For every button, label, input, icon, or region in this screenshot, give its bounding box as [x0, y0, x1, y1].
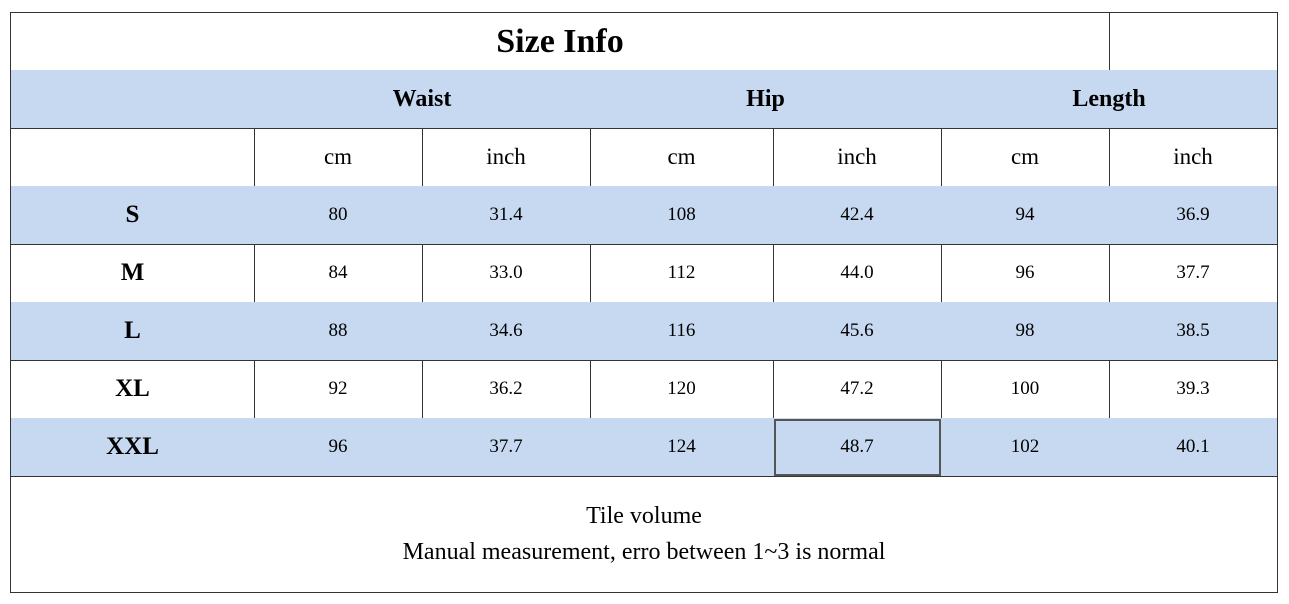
value-cell: 84 [254, 244, 423, 303]
value-cell: 38.5 [1109, 302, 1278, 361]
value-cell: 116 [590, 302, 774, 361]
table-title: Size Info [10, 12, 1110, 71]
value-cell: 40.1 [1109, 418, 1278, 477]
value-cell: 100 [941, 360, 1110, 419]
group-header: Length [941, 70, 1278, 129]
group-header: Hip [590, 70, 942, 129]
value-cell: 80 [254, 186, 423, 245]
value-cell: 36.2 [422, 360, 591, 419]
size-label: XXL [10, 418, 255, 477]
unit-header: cm [941, 128, 1110, 187]
empty-cell [10, 128, 255, 187]
value-cell: 94 [941, 186, 1110, 245]
unit-header: inch [773, 128, 942, 187]
empty-cell [10, 70, 255, 129]
value-cell: 33.0 [422, 244, 591, 303]
value-cell: 88 [254, 302, 423, 361]
value-cell: 48.7 [773, 418, 942, 477]
footer-line: Tile volume [586, 503, 702, 529]
size-label: L [10, 302, 255, 361]
size-label: XL [10, 360, 255, 419]
size-label: M [10, 244, 255, 303]
value-cell: 108 [590, 186, 774, 245]
value-cell: 37.7 [1109, 244, 1278, 303]
value-cell: 102 [941, 418, 1110, 477]
value-cell: 42.4 [773, 186, 942, 245]
unit-header: cm [590, 128, 774, 187]
footer-line: Manual measurement, erro between 1~3 is … [402, 539, 886, 565]
value-cell: 37.7 [422, 418, 591, 477]
value-cell: 36.9 [1109, 186, 1278, 245]
value-cell: 96 [941, 244, 1110, 303]
value-cell: 31.4 [422, 186, 591, 245]
value-cell: 98 [941, 302, 1110, 361]
unit-header: inch [1109, 128, 1278, 187]
value-cell: 92 [254, 360, 423, 419]
size-label: S [10, 186, 255, 245]
value-cell: 112 [590, 244, 774, 303]
value-cell: 120 [590, 360, 774, 419]
value-cell: 96 [254, 418, 423, 477]
group-header: Waist [254, 70, 591, 129]
empty-cell [1109, 12, 1278, 71]
value-cell: 124 [590, 418, 774, 477]
unit-header: cm [254, 128, 423, 187]
value-cell: 39.3 [1109, 360, 1278, 419]
value-cell: 45.6 [773, 302, 942, 361]
value-cell: 34.6 [422, 302, 591, 361]
footer-note: Tile volume Manual measurement, erro betw… [10, 476, 1278, 593]
unit-header: inch [422, 128, 591, 187]
value-cell: 47.2 [773, 360, 942, 419]
value-cell: 44.0 [773, 244, 942, 303]
